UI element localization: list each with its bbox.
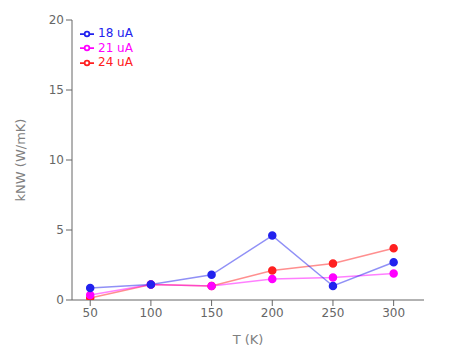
svg-text:5: 5 <box>56 223 64 237</box>
html-text:21 uA: 21 uA <box>98 40 133 55</box>
html-text:18 uA: 18 uA <box>98 26 133 40</box>
html-text:24 uA: 24 uA <box>98 55 133 69</box>
svg-text:10: 10 <box>49 153 64 167</box>
svg-text:15: 15 <box>49 83 64 97</box>
svg-text:100: 100 <box>139 306 162 320</box>
svg-text:200: 200 <box>261 306 284 320</box>
svg-text:0: 0 <box>56 293 64 307</box>
svg-text:T (K): T (K) <box>232 332 264 347</box>
svg-text:kNW (W/mK): kNW (W/mK) <box>13 119 28 202</box>
svg-text:250: 250 <box>322 306 345 320</box>
svg-text:300: 300 <box>382 306 405 320</box>
svg-text:150: 150 <box>200 306 223 320</box>
svg-text:50: 50 <box>83 306 98 320</box>
svg-text:20: 20 <box>49 13 64 27</box>
